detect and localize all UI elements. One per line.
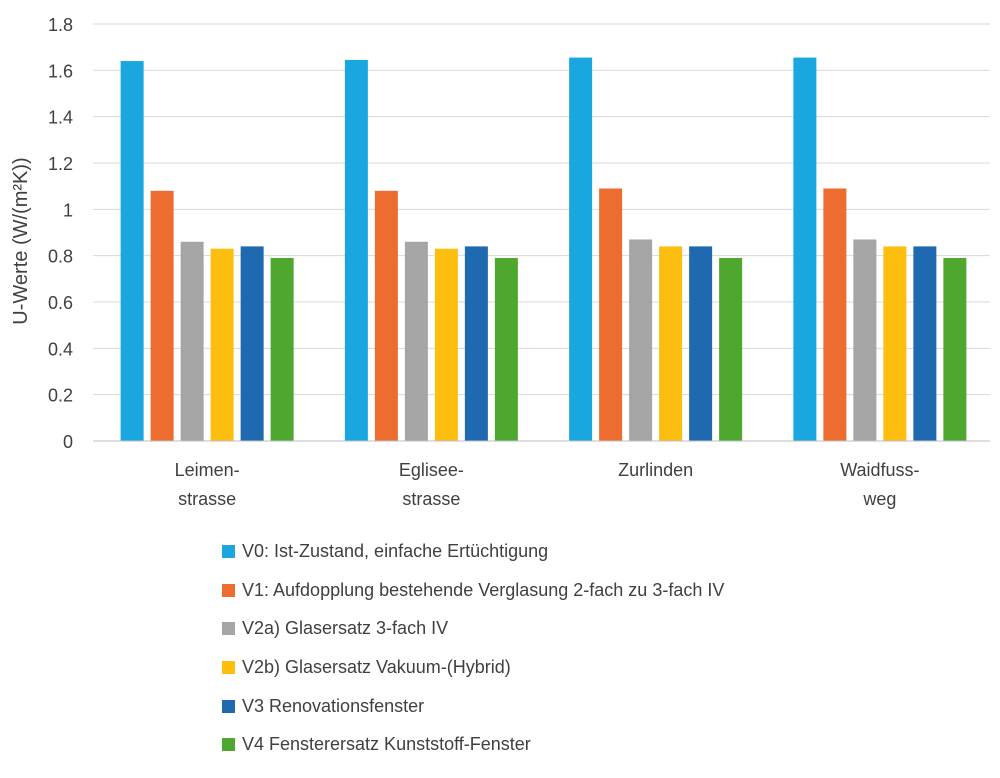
bar xyxy=(943,257,967,441)
y-tick-label: 1.8 xyxy=(48,15,73,35)
bar xyxy=(629,239,653,441)
legend-label: V3 Renovationsfenster xyxy=(242,695,425,716)
bar xyxy=(434,248,458,441)
bar xyxy=(240,246,264,441)
bar xyxy=(793,57,817,441)
bar xyxy=(569,57,593,441)
x-tick-label: Leimen-strasse xyxy=(175,460,240,509)
axes: 0 0.2 0.4 0.6 0.8 1 1.2 1.4 1.6 1.8 Leimen-strasse… xyxy=(48,15,990,509)
legend-swatch xyxy=(222,544,235,558)
bar xyxy=(823,188,847,441)
bar xyxy=(404,241,428,441)
bar xyxy=(210,248,234,441)
bars xyxy=(120,57,967,442)
legend-item: V4 Fensterersatz Kunststoff-Fenster xyxy=(222,725,724,764)
y-axis-label: U-Werte (W/(m²K)) xyxy=(10,157,32,324)
legend-item: V2b) Glasersatz Vakuum-(Hybrid) xyxy=(222,648,724,687)
y-tick-label: 1.4 xyxy=(48,108,73,128)
bar-chart: 0 0.2 0.4 0.6 0.8 1 1.2 1.4 1.6 1.8 Leimen-strasse… xyxy=(10,15,990,509)
y-tick-label: 0.6 xyxy=(48,293,73,313)
y-tick-label: 0.2 xyxy=(48,386,73,406)
y-tick-label: 1 xyxy=(63,200,73,220)
x-tick-label-line: strasse xyxy=(178,489,236,509)
legend-swatch xyxy=(222,622,235,636)
legend-label: V4 Fensterersatz Kunststoff-Fenster xyxy=(242,734,531,755)
bar xyxy=(913,246,937,441)
bar xyxy=(599,188,623,441)
bar xyxy=(120,61,144,442)
bar xyxy=(180,241,204,441)
legend-label: V2a) Glasersatz 3-fach IV xyxy=(242,618,449,639)
legend-swatch xyxy=(222,583,235,597)
y-tick-label: 0.4 xyxy=(48,339,73,359)
bar xyxy=(659,246,683,441)
x-tick-label-line: strasse xyxy=(402,489,460,509)
x-tick-label-line: Eglisee- xyxy=(399,460,464,480)
legend-item: V1: Aufdopplung bestehende Verglasung 2-… xyxy=(222,571,724,610)
bar xyxy=(344,59,368,442)
bar xyxy=(374,190,398,441)
bar xyxy=(719,257,743,441)
bar xyxy=(689,246,713,441)
x-tick-label: Waidfuss-weg xyxy=(840,460,919,509)
bar xyxy=(150,190,174,441)
legend-label: V2b) Glasersatz Vakuum-(Hybrid) xyxy=(242,656,511,677)
x-tick-label: Eglisee-strasse xyxy=(399,460,464,509)
x-tick-label-line: Leimen- xyxy=(175,460,240,480)
legend-swatch xyxy=(222,699,235,713)
x-tick-label-line: weg xyxy=(862,489,896,509)
bar xyxy=(853,239,877,441)
legend-label: V1: Aufdopplung bestehende Verglasung 2-… xyxy=(242,579,725,600)
legend-item: V2a) Glasersatz 3-fach IV xyxy=(222,609,724,648)
bar xyxy=(883,246,907,441)
bar xyxy=(494,257,518,441)
bar xyxy=(464,246,488,441)
bar xyxy=(270,257,294,441)
legend-swatch xyxy=(222,660,235,674)
legend-item: V3 Renovationsfenster xyxy=(222,687,724,726)
x-tick-label-line: Zurlinden xyxy=(618,460,693,480)
legend-label: V0: Ist-Zustand, einfache Ertüchtigung xyxy=(242,540,549,561)
y-tick-label: 0 xyxy=(63,432,73,452)
y-tick-label: 1.6 xyxy=(48,61,73,81)
y-tick-label: 0.8 xyxy=(48,247,73,267)
legend-item: V0: Ist-Zustand, einfache Ertüchtigung xyxy=(222,532,724,571)
y-tick-label: 1.2 xyxy=(48,154,73,174)
legend-swatch xyxy=(222,738,235,752)
x-tick-label: Zurlinden xyxy=(618,460,693,480)
legend: V0: Ist-Zustand, einfache Ertüchtigung V1… xyxy=(222,532,724,764)
x-tick-label-line: Waidfuss- xyxy=(840,460,919,480)
